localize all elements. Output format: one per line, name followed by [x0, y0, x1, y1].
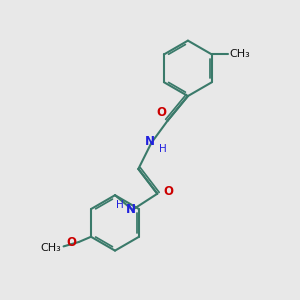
Text: H: H	[159, 144, 167, 154]
Text: N: N	[126, 203, 136, 216]
Text: O: O	[156, 106, 166, 119]
Text: O: O	[67, 236, 77, 248]
Text: O: O	[164, 185, 173, 198]
Text: H: H	[116, 200, 124, 210]
Text: CH₃: CH₃	[40, 243, 61, 253]
Text: N: N	[145, 135, 155, 148]
Text: CH₃: CH₃	[230, 50, 250, 59]
